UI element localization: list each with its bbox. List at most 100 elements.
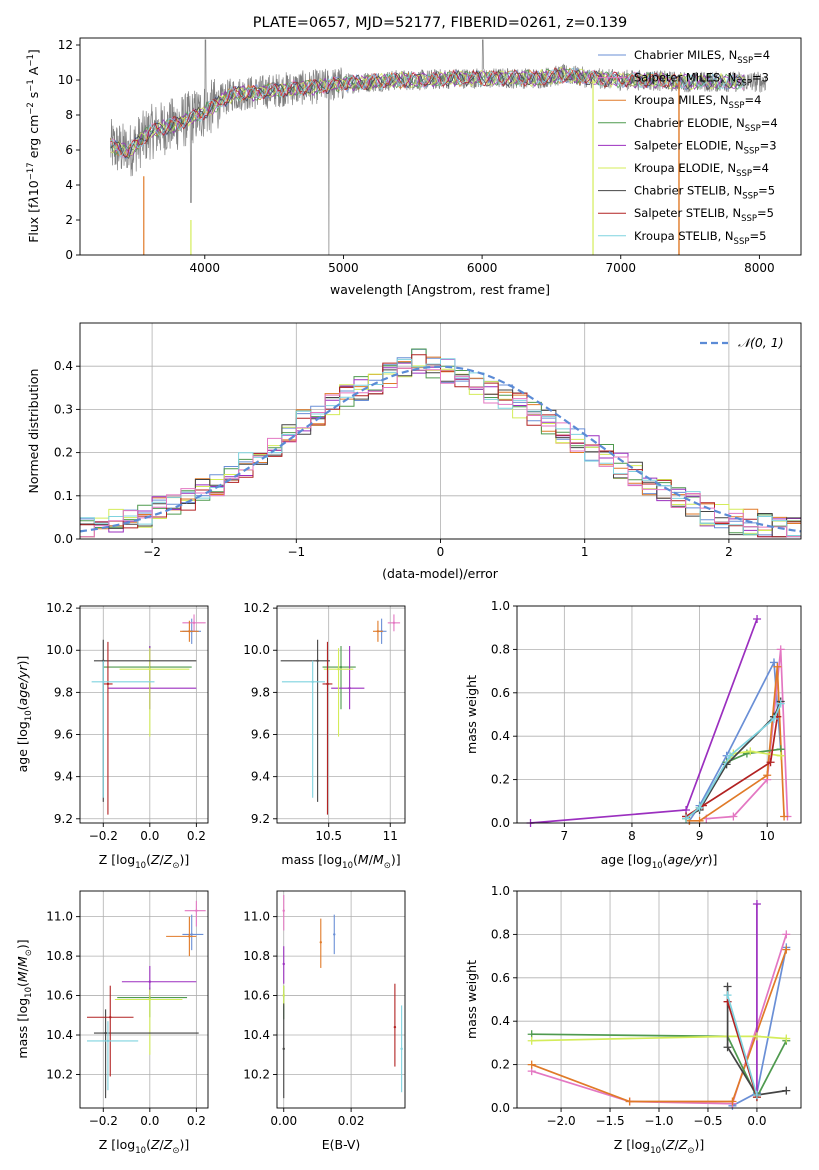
x-tick-label: 1 <box>581 545 589 559</box>
y-tick-label: 0.6 <box>491 686 510 700</box>
x-tick-label: 10.5 <box>315 829 342 843</box>
data-point <box>311 680 314 684</box>
legend-label: Salpeter ELODIE, NSSP=3 <box>634 138 777 156</box>
weight-marker <box>769 714 778 723</box>
x-tick-label: 7000 <box>605 261 636 275</box>
y-tick-label: 0.8 <box>491 642 510 656</box>
legend-label: Kroupa ELODIE, NSSP=4 <box>634 161 769 179</box>
y-axis-label: mass weight <box>464 675 479 754</box>
y-tick-label: 0.4 <box>491 1014 510 1028</box>
weight-line-5 <box>531 1035 787 1042</box>
data-point <box>376 630 380 633</box>
legend-label: Salpeter STELIB, NSSP=5 <box>634 206 774 224</box>
y-tick-label: 9.2 <box>251 812 270 826</box>
data-point <box>326 682 329 686</box>
weight-marker <box>752 1032 761 1041</box>
legend-label: Chabrier STELIB, NSSP=5 <box>634 184 775 202</box>
data-point <box>192 621 196 625</box>
weight-line-3 <box>531 1033 788 1100</box>
model-line-6 <box>110 69 745 160</box>
y-tick-label: 1.0 <box>491 884 510 898</box>
y-tick-label: 8 <box>65 108 73 122</box>
y-tick-label: 2 <box>65 213 73 227</box>
y-axis-label: Flux [fλ10−17 erg cm−2 s−1 A−1] <box>26 49 41 243</box>
data-point <box>106 1039 110 1043</box>
x-tick-label: 0.02 <box>338 1114 365 1128</box>
x-tick-label: 10 <box>760 829 775 843</box>
legend-label: Chabrier MILES, NSSP=4 <box>634 48 770 66</box>
y-tick-label: 9.2 <box>54 812 73 826</box>
legend-label: Kroupa STELIB, NSSP=5 <box>634 229 766 247</box>
weight-marker <box>723 982 732 991</box>
y-tick-label: 1.0 <box>491 599 510 613</box>
x-tick-label: 0.0 <box>747 1114 766 1128</box>
age-vs-Z-axes: −0.2 0.0 0.2 9.2 9.4 9.6 9.8 10.0 10.2 Z [log10(Z… <box>15 601 209 871</box>
data-point <box>106 682 110 686</box>
weight-line-8 <box>685 703 782 820</box>
weight-marker <box>782 945 791 954</box>
data-point <box>348 686 351 690</box>
data-point <box>393 1025 397 1029</box>
mass-vs-EBV-axes: 0.00 0.02 10.2 10.4 10.6 10.8 11.0 E(B-V) <box>243 890 406 1152</box>
x-tick-label: 0.2 <box>187 1114 206 1128</box>
residuals-axes: −2 −1 0 1 2 0.0 0.1 0.2 0.3 0.4 (data-model)/error… <box>26 322 802 581</box>
spectrum-axes: 4000 5000 6000 7000 8000 0 2 4 6 8 10 12 PLATE=0657,… <box>26 15 802 297</box>
weight-marker <box>782 1086 791 1095</box>
data-point <box>316 659 319 662</box>
weight-marker <box>625 1097 634 1106</box>
y-tick-label: 0.4 <box>491 729 510 743</box>
legend-label: Salpeter MILES, NSSP=3 <box>634 71 769 89</box>
x-tick-label: 0.0 <box>140 829 159 843</box>
x-tick-label: −2 <box>143 545 161 559</box>
x-tick-label: −1.5 <box>595 1114 624 1128</box>
histogram-series-8 <box>80 367 801 538</box>
y-tick-label: 10.8 <box>46 949 73 963</box>
y-axis-label: age [log10(age/yr)] <box>15 656 34 773</box>
data-point <box>282 1047 285 1051</box>
data-point <box>339 665 343 669</box>
y-tick-label: 10.6 <box>243 989 270 1003</box>
axes-frame <box>276 890 406 1109</box>
weight-marker <box>776 751 785 760</box>
y-tick-label: 9.4 <box>251 770 270 784</box>
x-tick-label: 0.0 <box>140 1114 159 1128</box>
weight-vs-age-axes: 7 8 9 10 0.0 0.2 0.4 0.6 0.8 1.0 mass weight age [l… <box>464 599 802 871</box>
y-tick-label: 11.0 <box>243 910 270 924</box>
data-point <box>333 933 336 936</box>
data-point <box>282 962 285 966</box>
y-tick-label: 0.2 <box>491 1058 510 1072</box>
y-tick-label: 10.6 <box>46 989 73 1003</box>
data-point <box>337 668 340 671</box>
weight-marker <box>780 812 789 821</box>
weight-marker <box>782 930 791 939</box>
data-point <box>148 668 152 671</box>
weight-marker <box>726 751 734 760</box>
x-tick-label: 4000 <box>190 261 221 275</box>
y-tick-label: 9.8 <box>251 685 270 699</box>
weight-vs-Z-axes: −2.0 −1.5 −1.0 −0.5 0.0 0.0 0.2 0.4 0.6 0.8 1.0 mas… <box>464 884 802 1156</box>
y-tick-label: 0.6 <box>491 971 510 985</box>
x-tick-label: 8 <box>628 829 636 843</box>
x-axis-label: Z [log10(Z/Z⊙)] <box>99 1137 189 1156</box>
data-point <box>319 941 322 944</box>
weight-marker <box>527 1036 536 1045</box>
data-point <box>190 933 193 936</box>
y-tick-label: 10.4 <box>243 1028 270 1042</box>
x-tick-label: 0.00 <box>270 1114 297 1128</box>
normal-curve <box>79 365 802 533</box>
weight-marker <box>682 814 691 823</box>
y-tick-label: 10.8 <box>243 949 270 963</box>
x-tick-label: −0.2 <box>89 1114 118 1128</box>
weight-marker <box>723 1043 732 1052</box>
y-tick-label: 10.0 <box>243 643 270 657</box>
x-tick-label: 11 <box>383 829 398 843</box>
weight-line-2 <box>531 949 788 1103</box>
x-tick-label: −2.0 <box>546 1114 575 1128</box>
data-point <box>195 909 198 912</box>
legend-label: 𝒩(0, 1) <box>738 335 784 350</box>
x-axis-label: wavelength [Angstrom, rest frame] <box>330 282 550 297</box>
weight-marker <box>752 1090 761 1099</box>
axes-frame <box>79 605 209 824</box>
weight-marker <box>782 1034 791 1043</box>
